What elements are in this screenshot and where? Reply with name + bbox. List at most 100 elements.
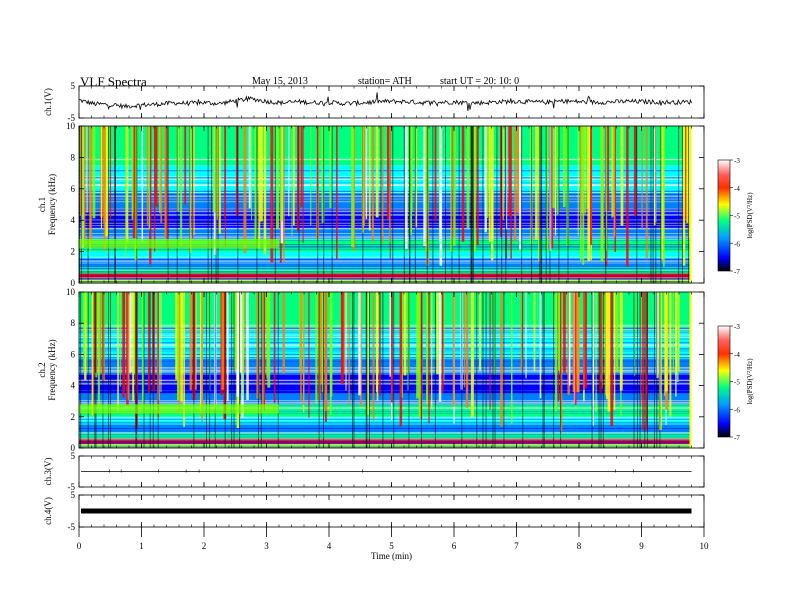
spectrum-line: [79, 368, 692, 370]
spectrum-line: [79, 412, 692, 414]
sferic-dark: [471, 126, 473, 283]
colorbar-tick-label: -6: [734, 240, 740, 248]
sferic-dark: [205, 292, 207, 448]
sferic-dark: [365, 292, 367, 448]
sferic: [587, 126, 591, 261]
hiss-band: [79, 239, 279, 249]
x-tick-label: 0: [77, 541, 82, 551]
sferic: [672, 292, 674, 373]
spectrum-line: [79, 433, 692, 435]
sferic: [568, 292, 571, 386]
sferic-dark: [217, 126, 219, 283]
sferic-dark: [598, 292, 600, 448]
spectrum-line: [79, 209, 692, 211]
spectrum-line: [79, 383, 692, 384]
colorbar-tick-label: -6: [734, 406, 740, 414]
spectrum-line: [79, 379, 692, 381]
sferic-dark: [492, 292, 494, 448]
sferic-dark: [543, 292, 545, 448]
sferic: [125, 126, 127, 259]
sferic: [619, 292, 623, 391]
y-tick-label: 8: [71, 152, 76, 162]
colorbar-tick-label: -4: [734, 185, 740, 193]
figure-title: VLF Spectra: [80, 74, 147, 89]
spectrum-line: [79, 419, 692, 420]
sferic-dark: [681, 126, 683, 283]
sferic-dark: [458, 126, 460, 283]
sferic-dark: [540, 126, 542, 283]
sferic: [612, 126, 615, 217]
edge-band: [689, 292, 692, 448]
spectrum-line: [79, 439, 692, 441]
spectrum-line: [79, 417, 692, 419]
sferic: [216, 126, 218, 220]
sferic: [127, 292, 130, 400]
spectrum-line: [79, 177, 692, 179]
spectrum-line: [79, 404, 692, 406]
sferic-dark: [470, 126, 472, 283]
edge-band: [689, 126, 692, 283]
colorbar-label: log(PSD(V²/Hz): [746, 192, 754, 239]
spectrum-line: [79, 383, 692, 385]
x-tick-label: 9: [639, 541, 644, 551]
sferic: [592, 292, 594, 426]
sferic-dark: [403, 126, 405, 283]
sferic: [359, 292, 362, 407]
sferic: [473, 126, 476, 253]
sferic: [423, 126, 427, 246]
spectrum-line: [79, 360, 692, 362]
sferic: [465, 292, 469, 408]
sferic: [676, 292, 679, 383]
sferic-dark: [420, 292, 422, 448]
sferic: [613, 292, 616, 410]
sferic-dark: [545, 126, 547, 283]
sferic-dark: [553, 292, 555, 448]
spectrum-line: [79, 355, 692, 357]
sferic: [466, 126, 470, 229]
spectrum-line: [79, 350, 692, 352]
sferic: [82, 126, 86, 246]
y-axis-label: ch.1(V): [43, 88, 53, 116]
spectrum-line: [79, 442, 692, 444]
sferic: [664, 292, 666, 396]
sferic: [131, 292, 133, 373]
spectrum-line: [79, 348, 692, 350]
y-tick-label: 10: [66, 121, 76, 131]
x-tick-label: 6: [452, 541, 457, 551]
sferic: [89, 126, 92, 244]
sferic-dark: [207, 126, 209, 283]
sferic: [133, 292, 137, 374]
colorbar-tick-label: -5: [734, 379, 740, 387]
sferic: [263, 292, 265, 412]
sferic: [236, 292, 240, 397]
sferic: [403, 292, 407, 376]
sferic: [583, 292, 585, 391]
sferic: [684, 126, 687, 220]
sferic: [514, 126, 517, 242]
sferic-dark: [539, 126, 541, 283]
spectrum-line: [79, 159, 692, 161]
sferic: [270, 126, 274, 263]
colorbar-label: log(PSD(V²/Hz): [746, 358, 754, 405]
sferic-dark: [522, 292, 524, 448]
sferic-dark: [362, 126, 364, 283]
sferic-dark: [494, 292, 496, 448]
sferic: [375, 126, 379, 218]
spectrum-line: [79, 179, 692, 181]
spectrum-line: [79, 238, 692, 240]
spectrum-band: [79, 267, 692, 274]
y-tick-label: 5: [71, 451, 76, 461]
sferic: [258, 126, 261, 249]
spectrum-band: [79, 444, 692, 448]
sferic-dark: [636, 292, 638, 448]
sferic: [300, 126, 303, 207]
sferic: [110, 126, 112, 221]
sferic: [154, 126, 158, 207]
sferic: [92, 126, 96, 219]
sferic-dark: [560, 292, 562, 448]
spectrum-line: [79, 222, 692, 224]
sferic: [439, 126, 443, 266]
sferic: [614, 126, 616, 252]
sferic-dark: [274, 126, 276, 283]
sferic-dark: [660, 126, 662, 283]
